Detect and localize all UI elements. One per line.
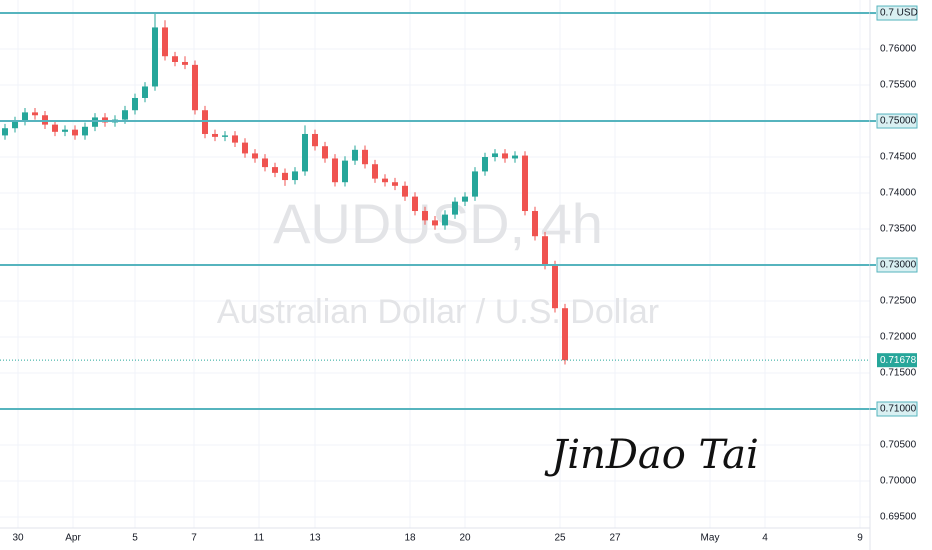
x-tick-label: Apr <box>65 533 81 544</box>
candle-body <box>382 178 388 183</box>
y-tick-label: 0.74500 <box>880 152 917 163</box>
y-tick-label: 0.72500 <box>880 296 917 307</box>
level-label: 0.73000 <box>880 260 917 271</box>
candle-body <box>462 196 468 202</box>
x-tick-label: 11 <box>254 533 265 544</box>
y-tick-label: 0.72000 <box>880 332 917 343</box>
candle-body <box>262 158 268 168</box>
x-tick-label: May <box>701 533 720 544</box>
candle-body <box>42 115 48 125</box>
x-tick-label: 20 <box>459 533 471 544</box>
candle-body <box>272 167 278 173</box>
candle-body <box>222 135 228 137</box>
x-tick-label: 13 <box>309 533 321 544</box>
candle-body <box>282 172 288 181</box>
level-label: 0.71000 <box>880 404 917 415</box>
candle-body <box>342 160 348 183</box>
candle-body <box>372 164 378 179</box>
x-tick-label: 7 <box>191 533 197 544</box>
candle-body <box>312 133 318 147</box>
y-tick-label: 0.70500 <box>880 440 917 451</box>
candle-body <box>332 158 338 183</box>
candle-body <box>252 153 258 159</box>
candle-body <box>192 64 198 111</box>
x-tick-label: 30 <box>12 533 24 544</box>
candle-body <box>2 128 8 136</box>
candle-body <box>22 112 28 122</box>
candle-body <box>162 27 168 57</box>
candle-body <box>522 155 528 212</box>
axis-badge-box <box>876 5 918 21</box>
candle-body <box>122 110 128 120</box>
x-tick-label: 25 <box>554 533 566 544</box>
candle-body <box>152 27 158 87</box>
last-price-label: 0.71678 <box>880 355 917 366</box>
candle-body <box>292 171 298 181</box>
candle-body <box>242 142 248 154</box>
candle-body <box>502 153 508 159</box>
y-tick-label: 0.75500 <box>880 80 917 91</box>
candle-body <box>432 220 438 226</box>
axis-badge: 0.7 USD <box>880 8 918 19</box>
candle-body <box>32 112 38 116</box>
y-tick-label: 0.69500 <box>880 512 917 523</box>
candle-body <box>62 129 68 132</box>
plot <box>0 12 870 410</box>
y-tick-label: 0.71500 <box>880 368 917 379</box>
watermark-subtitle: Australian Dollar / U.S. Dollar <box>217 293 659 331</box>
candle-body <box>492 153 498 158</box>
candle-body <box>542 236 548 266</box>
candle-body <box>352 149 358 161</box>
candle-body <box>172 56 178 62</box>
candle-body <box>12 121 18 129</box>
candle-body <box>72 129 78 136</box>
candle-body <box>212 133 218 137</box>
x-tick-label: 18 <box>404 533 416 544</box>
y-tick-label: 0.76000 <box>880 44 917 55</box>
candle-body <box>232 135 238 143</box>
last-price-badge <box>877 353 917 368</box>
candle-body <box>472 171 478 197</box>
candle-body <box>82 126 88 136</box>
signature: JinDao Tai <box>544 432 759 478</box>
level-badge <box>876 401 918 417</box>
level-badge <box>876 257 918 273</box>
candle-body <box>392 182 398 186</box>
y-tick-label: 0.74000 <box>880 188 917 199</box>
candle-body <box>302 133 308 172</box>
candle-body <box>132 97 138 111</box>
level-label: 0.75000 <box>880 116 917 127</box>
candle-body <box>482 157 488 172</box>
x-tick-label: 4 <box>762 533 768 544</box>
y-tick-label: 0.70000 <box>880 476 917 487</box>
candle-body <box>102 117 108 123</box>
candle-body <box>552 265 558 309</box>
candle-body <box>442 214 448 226</box>
x-tick-label: 27 <box>609 533 621 544</box>
candle-body <box>422 211 428 221</box>
grid <box>0 0 870 528</box>
candle-body <box>562 308 568 361</box>
candle-body <box>182 61 188 65</box>
candle-body <box>452 201 458 215</box>
candle-body <box>512 155 518 159</box>
candle-body <box>52 124 58 132</box>
level-badge <box>876 113 918 129</box>
axes: 0.69500 0.70000 0.70500 0.71500 0.72000 0.725… <box>12 5 918 544</box>
candle-body <box>532 211 538 237</box>
candle-body <box>92 117 98 127</box>
candle-body <box>402 185 408 197</box>
candle-body <box>362 149 368 165</box>
candle-body <box>142 86 148 98</box>
x-tick-label: 5 <box>132 533 138 544</box>
candle-body <box>202 110 208 134</box>
candle-body <box>322 146 328 159</box>
x-tick-label: 9 <box>857 533 863 544</box>
y-tick-label: 0.73500 <box>880 224 917 235</box>
candle-body <box>412 196 418 212</box>
